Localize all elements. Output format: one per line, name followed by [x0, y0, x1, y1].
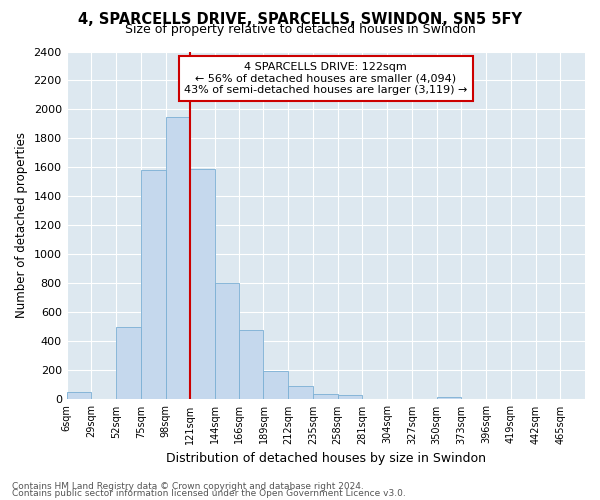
Bar [437, 396, 461, 400]
Bar [338, 395, 362, 400]
Bar [116, 327, 141, 400]
Text: 4 SPARCELLS DRIVE: 122sqm
← 56% of detached houses are smaller (4,094)
43% of se: 4 SPARCELLS DRIVE: 122sqm ← 56% of detac… [184, 62, 467, 95]
Text: Contains HM Land Registry data © Crown copyright and database right 2024.: Contains HM Land Registry data © Crown c… [12, 482, 364, 491]
X-axis label: Distribution of detached houses by size in Swindon: Distribution of detached houses by size … [166, 452, 486, 465]
Bar [288, 386, 313, 400]
Text: 4, SPARCELLS DRIVE, SPARCELLS, SWINDON, SN5 5FY: 4, SPARCELLS DRIVE, SPARCELLS, SWINDON, … [78, 12, 522, 28]
Bar [141, 170, 166, 400]
Bar [313, 394, 338, 400]
Text: Contains public sector information licensed under the Open Government Licence v3: Contains public sector information licen… [12, 489, 406, 498]
Bar [215, 284, 239, 400]
Bar [239, 330, 263, 400]
Bar [190, 169, 215, 400]
Bar [166, 116, 190, 400]
Bar [263, 371, 288, 400]
Text: Size of property relative to detached houses in Swindon: Size of property relative to detached ho… [125, 22, 475, 36]
Y-axis label: Number of detached properties: Number of detached properties [15, 132, 28, 318]
Bar [67, 392, 91, 400]
